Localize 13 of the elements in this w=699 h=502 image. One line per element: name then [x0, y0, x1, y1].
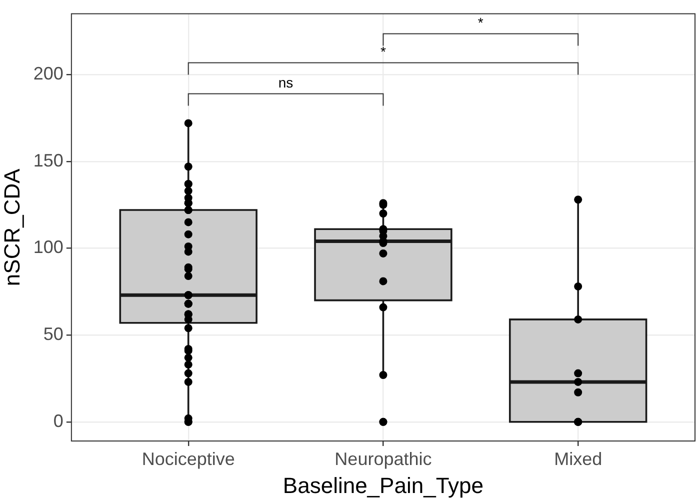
y-tick-label: 50 [43, 324, 64, 344]
y-tick-label: 200 [33, 64, 64, 84]
annotation: * [478, 14, 484, 31]
annotation: * [380, 44, 386, 60]
x-tick-label: Mixed [554, 448, 602, 469]
x-tick-label: Nociceptive [142, 448, 235, 469]
x-axis-title: Baseline_Pain_Type [282, 472, 484, 498]
y-tick-label: 100 [33, 237, 64, 258]
y-tick-label: 0 [53, 410, 64, 431]
x-tick-label: Neuropathic [334, 448, 432, 469]
y-tick-label: 150 [33, 150, 64, 170]
y-axis-title: nSCR_CDA [0, 168, 24, 286]
annotation: ns [278, 74, 294, 91]
